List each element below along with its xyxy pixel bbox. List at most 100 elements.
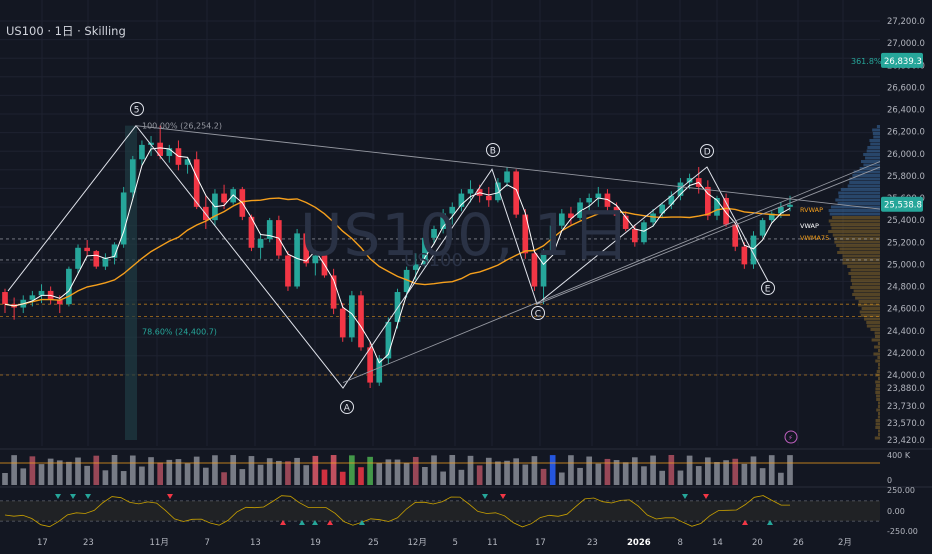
volume-profile-bar: [848, 272, 880, 275]
volume-profile-bar: [873, 132, 880, 135]
volume-profile-bar: [874, 346, 880, 349]
volume-profile-bar: [877, 356, 880, 359]
candle-body: [39, 291, 45, 295]
volume-bar: [641, 466, 647, 485]
volume-profile-bar: [838, 202, 880, 205]
volume-bar: [258, 465, 264, 485]
volume-profile-bar: [878, 405, 880, 408]
volume-profile-bar: [876, 395, 880, 398]
volume-bar: [203, 468, 209, 485]
volume-bar: [687, 456, 693, 485]
volume-profile-bar: [843, 255, 880, 258]
volume-bar: [139, 467, 145, 485]
osc-signal-marker: [70, 494, 76, 499]
x-tick-label: 23: [587, 538, 598, 548]
volume-bar: [504, 461, 510, 485]
volume-bar: [130, 456, 136, 485]
fib-top-label: 100.00% (26,254.2): [142, 122, 222, 131]
volume-axis-label: 0: [887, 476, 892, 485]
volume-profile-bar: [830, 223, 880, 226]
indicator-label: VWAP: [800, 222, 819, 230]
volume-profile-bar: [859, 300, 880, 303]
volume-profile-bar: [831, 227, 880, 230]
volume-profile-bar: [866, 321, 880, 324]
candle-body: [103, 258, 109, 267]
volume-bar: [103, 470, 109, 485]
volume-bar: [239, 469, 245, 485]
y-tick-label: 26,000.0: [887, 150, 925, 160]
volume-bar: [678, 471, 684, 485]
x-tick-label: 7: [205, 538, 210, 548]
volume-bar: [303, 465, 309, 485]
volume-bar: [66, 462, 72, 485]
volume-profile-bar: [872, 339, 880, 342]
osc-signal-marker: [703, 494, 709, 499]
volume-bar: [340, 472, 346, 485]
osc-axis-label: 0.00: [887, 507, 905, 516]
y-tick-label: 23,730.0: [887, 402, 925, 412]
volume-profile-bar: [865, 157, 880, 160]
x-tick-label: 20: [752, 538, 763, 548]
candle-body: [787, 205, 793, 207]
volume-bar: [468, 456, 474, 485]
volume-profile-bar: [855, 297, 880, 300]
volume-bar: [778, 473, 784, 485]
volume-profile-bar: [839, 248, 880, 251]
volume-bar: [166, 460, 172, 485]
volume-profile-bar: [878, 430, 880, 433]
y-tick-label: 23,880.0: [887, 384, 925, 394]
volume-profile-bar: [875, 381, 880, 384]
volume-profile-bar: [878, 367, 880, 370]
volume-profile-bar: [875, 426, 880, 429]
volume-bar: [550, 455, 556, 485]
volume-bar: [559, 473, 565, 485]
x-tick-label: 12月: [408, 538, 427, 548]
volume-profile-bar: [851, 269, 880, 272]
volume-profile-bar: [875, 332, 880, 335]
volume-profile-bar: [837, 251, 880, 254]
volume-bar: [185, 463, 191, 485]
volume-profile-bar: [875, 388, 880, 391]
volume-bar: [787, 455, 793, 485]
volume-bar: [705, 457, 711, 485]
indicator-label: VWMA75: [800, 234, 829, 242]
y-tick-label: 24,600.0: [887, 305, 925, 315]
y-tick-label: 27,000.0: [887, 39, 925, 49]
volume-bar: [212, 455, 218, 485]
volume-bar: [48, 459, 54, 485]
volume-profile-bar: [872, 129, 880, 132]
volume-profile-bar: [878, 342, 880, 345]
volume-profile-bar: [849, 181, 880, 184]
volume-profile-bar: [830, 213, 880, 216]
osc-band: [0, 501, 880, 521]
y-tick-label: 24,400.0: [887, 327, 925, 337]
osc-signal-marker: [482, 494, 488, 499]
volume-profile-bar: [867, 150, 880, 153]
volume-profile-bar: [876, 423, 880, 426]
volume-bar: [568, 455, 574, 485]
volume-bar: [449, 455, 455, 485]
candle-body: [367, 347, 373, 382]
volume-profile-bar: [878, 412, 880, 415]
volume-profile-bar: [878, 363, 880, 366]
y-tick-label: 25,800.0: [887, 172, 925, 182]
volume-bar: [714, 462, 720, 485]
candle-body: [221, 194, 227, 203]
volume-bar: [459, 470, 465, 485]
volume-bar: [769, 455, 775, 485]
candle-body: [2, 292, 8, 304]
volume-profile-bar: [838, 192, 880, 195]
x-tick-label: 5: [453, 538, 458, 548]
x-tick-label: 11: [487, 538, 498, 548]
volume-profile-bar: [876, 398, 880, 401]
volume-profile-bar: [834, 241, 880, 244]
osc-axis-label: -250.00: [887, 527, 918, 536]
volume-profile-bar: [876, 384, 880, 387]
candle-body: [504, 171, 510, 182]
volume-profile-bar: [832, 216, 880, 219]
volume-bar: [93, 456, 99, 485]
osc-signal-marker: [85, 494, 91, 499]
volume-bar: [376, 463, 382, 485]
